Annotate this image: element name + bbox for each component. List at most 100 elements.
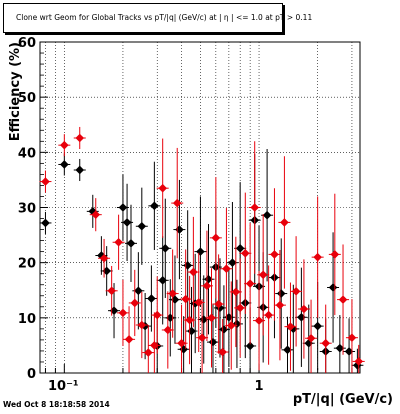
data-point: [254, 316, 264, 325]
data-point: [118, 203, 128, 212]
data-point: [270, 250, 279, 259]
y-tick-label: 60: [18, 36, 36, 51]
data-point: [262, 210, 272, 220]
data-point: [189, 267, 198, 277]
x-tick-label: 1: [255, 379, 264, 394]
data-point: [328, 283, 338, 292]
data-point: [304, 338, 314, 348]
x-axis: 10⁻¹ 1: [44, 364, 353, 394]
data-point: [170, 295, 180, 304]
data-point: [60, 160, 69, 169]
series-red: [39, 126, 365, 373]
x-axis-title: pT/|q| (GeV/c): [293, 392, 393, 407]
data-point: [207, 313, 216, 323]
data-point: [283, 345, 292, 355]
data-point: [228, 258, 237, 267]
data-point: [199, 315, 209, 324]
data-point: [313, 321, 322, 331]
data-point: [122, 218, 132, 227]
data-point: [150, 341, 159, 350]
data-point: [183, 261, 192, 270]
series-layer: [39, 126, 365, 373]
data-point: [158, 183, 167, 193]
data-point: [235, 244, 245, 253]
data-point: [91, 210, 101, 219]
data-point: [147, 294, 156, 303]
data-point: [190, 299, 200, 308]
data-point: [75, 165, 85, 175]
data-point: [222, 264, 231, 274]
data-point: [338, 295, 348, 304]
data-point: [335, 343, 345, 353]
data-point: [245, 341, 255, 351]
data-point: [168, 289, 177, 298]
data-point: [344, 347, 354, 356]
data-point: [185, 315, 194, 325]
data-point: [258, 270, 268, 280]
data-point: [137, 320, 147, 330]
data-point: [126, 239, 136, 248]
data-point: [224, 312, 234, 322]
data-point: [321, 338, 331, 348]
data-point: [41, 177, 50, 186]
data-point: [163, 325, 173, 335]
footer-date: Wed Oct 8 18:18:58 2014: [3, 400, 110, 409]
data-point: [231, 287, 241, 297]
data-point: [353, 360, 362, 370]
data-point: [347, 333, 357, 342]
data-point: [208, 337, 218, 347]
data-point: [299, 304, 309, 314]
y-tick-label: 50: [18, 91, 36, 106]
y-axis: 0 10 20 30 40 50 60: [18, 36, 48, 382]
y-tick-label: 40: [18, 146, 36, 161]
data-point: [235, 303, 245, 313]
data-point: [197, 333, 207, 342]
data-point: [264, 310, 273, 320]
data-point: [144, 348, 153, 357]
data-point: [152, 310, 162, 320]
data-point: [99, 253, 109, 263]
data-point: [134, 286, 143, 296]
data-point: [291, 287, 301, 296]
y-tick-label: 20: [18, 257, 36, 272]
data-point: [306, 333, 316, 343]
data-point: [280, 218, 289, 227]
data-point: [130, 298, 140, 308]
data-point: [41, 218, 50, 228]
y-tick-label: 10: [18, 312, 36, 327]
data-point: [177, 338, 186, 348]
data-point: [165, 313, 175, 323]
data-point: [150, 201, 159, 211]
data-point: [181, 294, 190, 304]
y-tick-label: 0: [27, 367, 36, 382]
data-point: [204, 274, 213, 284]
data-point: [137, 221, 147, 231]
data-point: [240, 248, 250, 258]
data-point: [107, 286, 116, 296]
data-point: [60, 140, 69, 150]
data-point: [172, 198, 182, 208]
data-point: [160, 244, 170, 253]
chart-title: Clone wrt Geom for Global Tracks vs pT/|…: [16, 13, 313, 22]
data-point: [75, 133, 85, 143]
data-point: [194, 298, 204, 307]
y-axis-title: Efficiency (%): [8, 42, 23, 141]
data-point: [275, 300, 285, 310]
data-point: [226, 321, 236, 330]
data-point: [286, 322, 295, 331]
data-point: [276, 289, 286, 298]
data-point: [354, 357, 364, 366]
data-point: [232, 319, 242, 329]
data-point: [218, 347, 227, 357]
data-point: [124, 335, 134, 344]
data-point: [140, 321, 150, 331]
data-point: [175, 225, 184, 234]
data-point: [214, 299, 223, 309]
data-point: [202, 281, 212, 291]
data-point: [196, 247, 205, 256]
data-point: [297, 312, 306, 322]
data-point: [211, 233, 221, 243]
x-tick-label: 10⁻¹: [48, 379, 79, 394]
data-point: [118, 308, 128, 318]
